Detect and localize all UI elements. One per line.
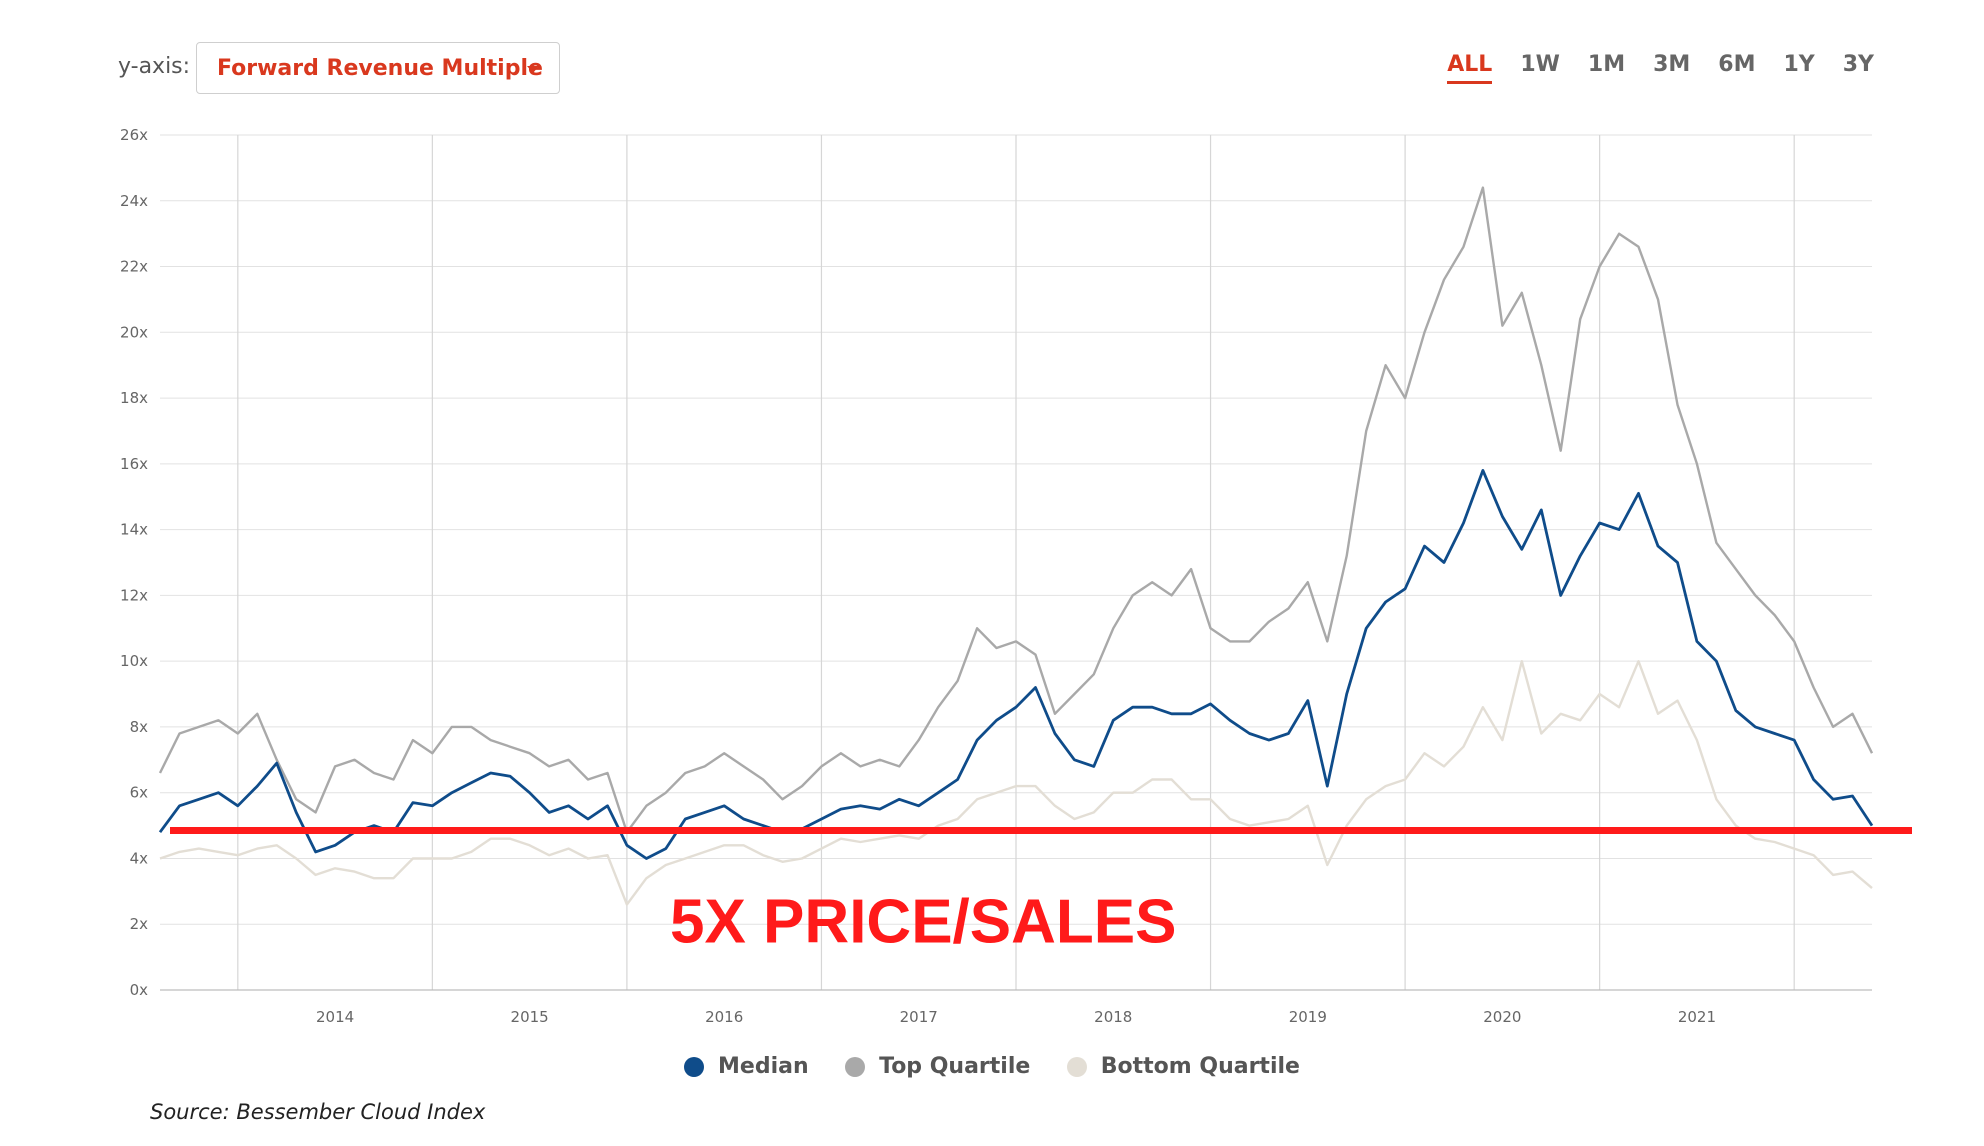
legend-dot-top-quartile — [845, 1056, 866, 1077]
x-tick-label: 2020 — [1483, 1008, 1521, 1026]
x-tick-label: 2021 — [1678, 1008, 1716, 1026]
y-tick-label: 8x — [130, 718, 149, 736]
caret-down-icon — [527, 66, 539, 73]
range-tab-all[interactable]: ALL — [1447, 52, 1493, 84]
series-line-median — [158, 468, 1874, 860]
y-tick-label: 10x — [120, 652, 148, 670]
legend-item-bottom-quartile[interactable]: Bottom Quartile — [1066, 1054, 1300, 1079]
y-tick-label: 18x — [120, 389, 148, 407]
chart-legend: Median Top Quartile Bottom Quartile — [0, 1054, 1984, 1082]
y-tick-label: 26x — [120, 126, 148, 144]
x-tick-label: 2015 — [511, 1008, 549, 1026]
x-tick-label: 2016 — [705, 1008, 743, 1026]
x-tick-label: 2018 — [1094, 1008, 1132, 1026]
legend-item-top-quartile[interactable]: Top Quartile — [845, 1054, 1030, 1079]
legend-label-median: Median — [718, 1054, 809, 1079]
range-tab-1m[interactable]: 1M — [1587, 52, 1626, 77]
x-tick-label: 2019 — [1289, 1008, 1327, 1026]
legend-dot-bottom-quartile — [1066, 1056, 1087, 1077]
series-line-bottom-quartile — [159, 660, 1873, 906]
source-note: Source: Bessember Cloud Index — [150, 1100, 486, 1124]
y-tick-label: 20x — [120, 323, 148, 341]
y-tick-label: 24x — [120, 192, 148, 210]
range-tab-6m[interactable]: 6M — [1718, 52, 1756, 77]
threshold-label: 5X PRICE/SALES — [670, 888, 1176, 957]
legend-label-top-quartile: Top Quartile — [879, 1054, 1031, 1079]
range-tabs: ALL 1W 1M 3M 6M 1Y 3Y — [1419, 52, 1874, 84]
dropdown-selected-value: Forward Revenue Multiple — [217, 56, 543, 81]
y-tick-label: 2x — [130, 915, 149, 933]
y-tick-label: 16x — [120, 455, 148, 473]
chart-toolbar: y-axis: Forward Revenue Multiple ALL 1W … — [0, 0, 1984, 130]
x-tick-label: 2014 — [316, 1008, 354, 1026]
range-tab-1y[interactable]: 1Y — [1783, 52, 1815, 77]
range-tab-3m[interactable]: 3M — [1653, 52, 1691, 77]
legend-item-median[interactable]: Median — [684, 1054, 809, 1079]
y-tick-label: 14x — [120, 521, 148, 539]
range-tab-3y[interactable]: 3Y — [1842, 52, 1874, 77]
y-tick-label: 0x — [130, 981, 149, 999]
line-chart: 0x 2x 4x 6x 8x 10x 12x 14x 16x 18x 20x 22x 24x 26x 201… — [120, 126, 1912, 1026]
series-line-top-quartile — [158, 186, 1874, 834]
legend-label-bottom-quartile: Bottom Quartile — [1100, 1054, 1300, 1079]
yaxis-metric-dropdown[interactable]: Forward Revenue Multiple — [196, 42, 560, 94]
yaxis-label: y-axis: — [118, 54, 191, 79]
y-tick-label: 4x — [130, 849, 149, 867]
x-tick-label: 2017 — [900, 1008, 938, 1026]
legend-dot-median — [684, 1056, 705, 1077]
y-tick-label: 6x — [130, 784, 149, 802]
y-tick-label: 22x — [120, 258, 148, 276]
y-tick-label: 12x — [120, 586, 148, 604]
range-tab-1w[interactable]: 1W — [1520, 52, 1560, 77]
